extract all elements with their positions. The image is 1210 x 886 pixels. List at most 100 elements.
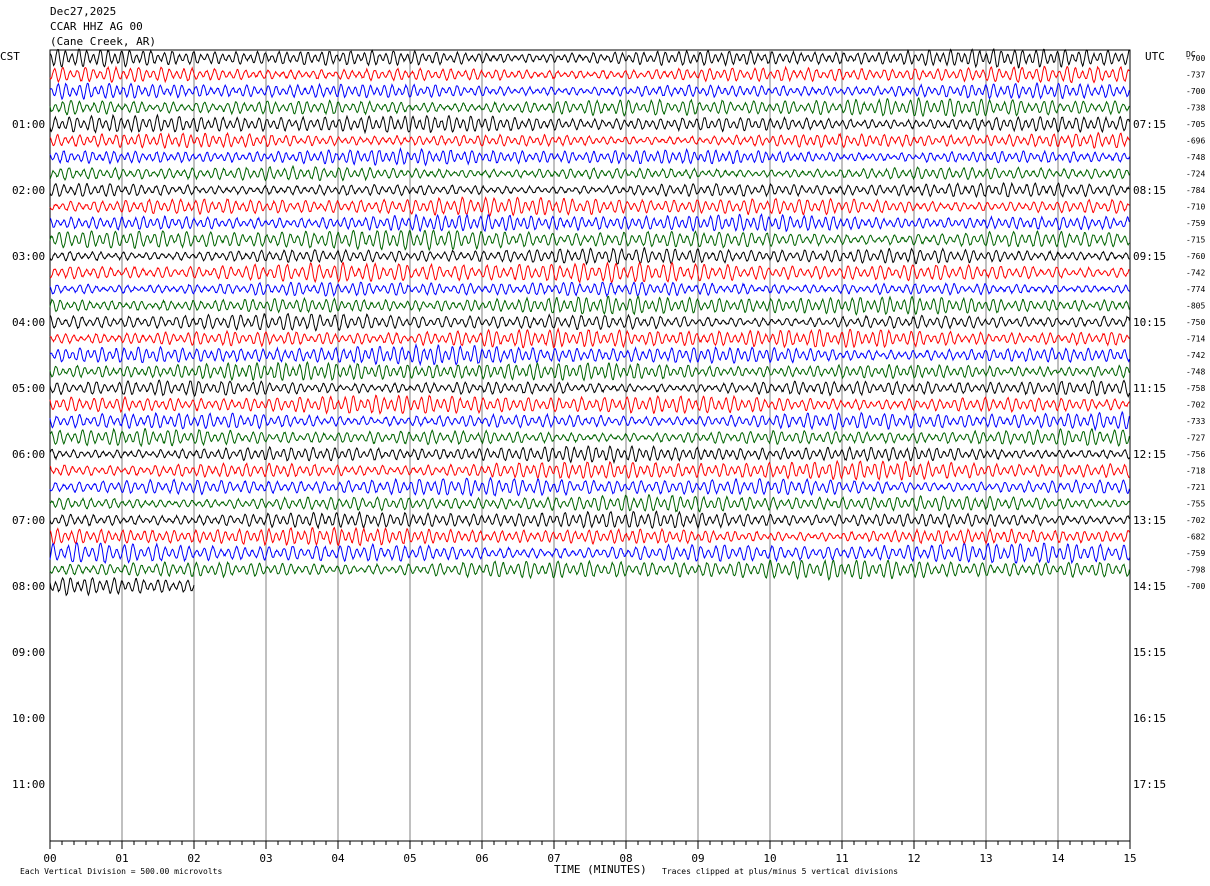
utc-hour-label: 15:15 — [1133, 646, 1166, 659]
dc-offset-label: -714 — [1186, 335, 1205, 344]
x-tick-label: 12 — [907, 852, 920, 865]
utc-hour-label: 13:15 — [1133, 514, 1166, 527]
x-tick-label: 05 — [403, 852, 416, 865]
utc-label: UTC — [1145, 50, 1165, 63]
dc-offset-label: -721 — [1186, 483, 1205, 492]
dc-offset-label: -705 — [1186, 120, 1205, 129]
cst-hour-label: 03:00 — [12, 250, 45, 263]
dc-offset-label: -805 — [1186, 302, 1205, 311]
seismic-trace — [49, 196, 1130, 218]
seismic-trace — [49, 82, 1130, 101]
x-tick-label: 00 — [43, 852, 56, 865]
dc-offset-label: -738 — [1186, 104, 1205, 113]
x-tick-label: 14 — [1051, 852, 1065, 865]
seismic-trace — [49, 342, 1130, 367]
seismic-trace — [49, 427, 1130, 448]
seismic-trace — [49, 212, 1130, 233]
dc-offset-label: -742 — [1186, 269, 1205, 278]
seismic-trace — [49, 410, 1130, 432]
dc-offset-label: -756 — [1186, 450, 1205, 459]
seismic-trace — [49, 361, 1130, 382]
dc-header: DC — [1186, 50, 1196, 59]
x-tick-label: 07 — [547, 852, 560, 865]
seismic-trace — [49, 113, 1130, 135]
x-tick-label: 13 — [979, 852, 992, 865]
dc-offset-label: -733 — [1186, 417, 1205, 426]
dc-offset-label: -700 — [1186, 87, 1205, 96]
cst-hour-label: 11:00 — [12, 778, 45, 791]
x-tick-label: 06 — [475, 852, 488, 865]
seismic-trace — [49, 327, 1130, 349]
seismic-trace — [49, 181, 1130, 199]
seismic-trace — [49, 542, 1130, 565]
cst-hour-label: 08:00 — [12, 580, 45, 593]
station-location: (Cane Creek, AR) — [50, 35, 156, 48]
dc-offset-label: -759 — [1186, 219, 1205, 228]
utc-hour-label: 17:15 — [1133, 778, 1166, 791]
seismic-trace — [49, 526, 1130, 547]
plot-frame — [49, 49, 1131, 842]
dc-offset-label: -742 — [1186, 351, 1205, 360]
dc-offset-label: -710 — [1186, 203, 1205, 212]
x-tick-label: 15 — [1123, 852, 1136, 865]
utc-hour-label: 12:15 — [1133, 448, 1166, 461]
dc-offset-label: -774 — [1186, 285, 1205, 294]
x-tick-label: 04 — [331, 852, 345, 865]
seismic-trace — [49, 312, 1130, 332]
x-axis-title: TIME (MINUTES) — [554, 863, 647, 876]
dc-offset-label: -748 — [1186, 153, 1205, 162]
dc-offset-label: -760 — [1186, 252, 1205, 261]
axis-labels: 00 01 02 03 04 05 06 07 08 09 10 11 12 13 14 15 CST UTC DC… — [0, 50, 1205, 876]
clip-note: Traces clipped at plus/minus 5 vertical … — [662, 867, 898, 876]
cst-hour-label: 02:00 — [12, 184, 45, 197]
seismic-trace — [49, 394, 1130, 415]
cst-hour-label: 04:00 — [12, 316, 45, 329]
vertical-division-note: Each Vertical Division = 500.00 microvol… — [20, 867, 222, 876]
seismic-trace — [49, 294, 1130, 316]
dc-offset-label: -718 — [1186, 467, 1205, 476]
dc-offset-label: -737 — [1186, 71, 1205, 80]
dc-offset-label: -759 — [1186, 549, 1205, 558]
seismic-trace — [49, 379, 1130, 398]
seismic-trace — [49, 147, 1130, 167]
utc-hour-label: 09:15 — [1133, 250, 1166, 263]
cst-hour-label: 10:00 — [12, 712, 45, 725]
dc-offset-label: -755 — [1186, 500, 1205, 509]
dc-offset-label: -696 — [1186, 137, 1205, 146]
dc-offset-label: -748 — [1186, 368, 1205, 377]
utc-hour-label: 11:15 — [1133, 382, 1166, 395]
dc-offset-label: -724 — [1186, 170, 1205, 179]
cst-label: CST — [0, 50, 20, 63]
utc-hour-label: 07:15 — [1133, 118, 1166, 131]
cst-hour-label: 09:00 — [12, 646, 45, 659]
cst-hour-label: 06:00 — [12, 448, 45, 461]
seismic-trace — [49, 494, 1130, 513]
dc-offset-label: -750 — [1186, 318, 1205, 327]
dc-offset-label: -700 — [1186, 582, 1205, 591]
dc-offset-label: -715 — [1186, 236, 1205, 245]
seismic-trace — [49, 164, 1130, 182]
cst-hour-label: 05:00 — [12, 382, 45, 395]
cst-hour-label: 07:00 — [12, 514, 45, 527]
x-tick-label: 01 — [115, 852, 128, 865]
plot-date: Dec27,2025 — [50, 5, 117, 18]
station-code: CCAR HHZ AG 00 — [50, 20, 143, 33]
dc-offset-label: -798 — [1186, 566, 1205, 575]
x-tick-label: 10 — [763, 852, 776, 865]
seismic-trace — [49, 445, 1130, 465]
trace-group — [49, 48, 1130, 597]
x-tick-label: 03 — [259, 852, 272, 865]
seismic-trace — [49, 96, 1130, 118]
x-tick-label: 02 — [187, 852, 200, 865]
utc-hour-label: 08:15 — [1133, 184, 1166, 197]
seismic-trace — [49, 576, 195, 597]
seismic-trace — [49, 229, 1130, 252]
dc-offset-label: -727 — [1186, 434, 1205, 443]
dc-offset-label: -700 — [1186, 54, 1205, 63]
dc-offset-label: -682 — [1186, 533, 1205, 542]
x-tick-label: 09 — [691, 852, 704, 865]
x-tick-label: 08 — [619, 852, 632, 865]
cst-hour-label: 01:00 — [12, 118, 45, 131]
utc-hour-label: 16:15 — [1133, 712, 1166, 725]
